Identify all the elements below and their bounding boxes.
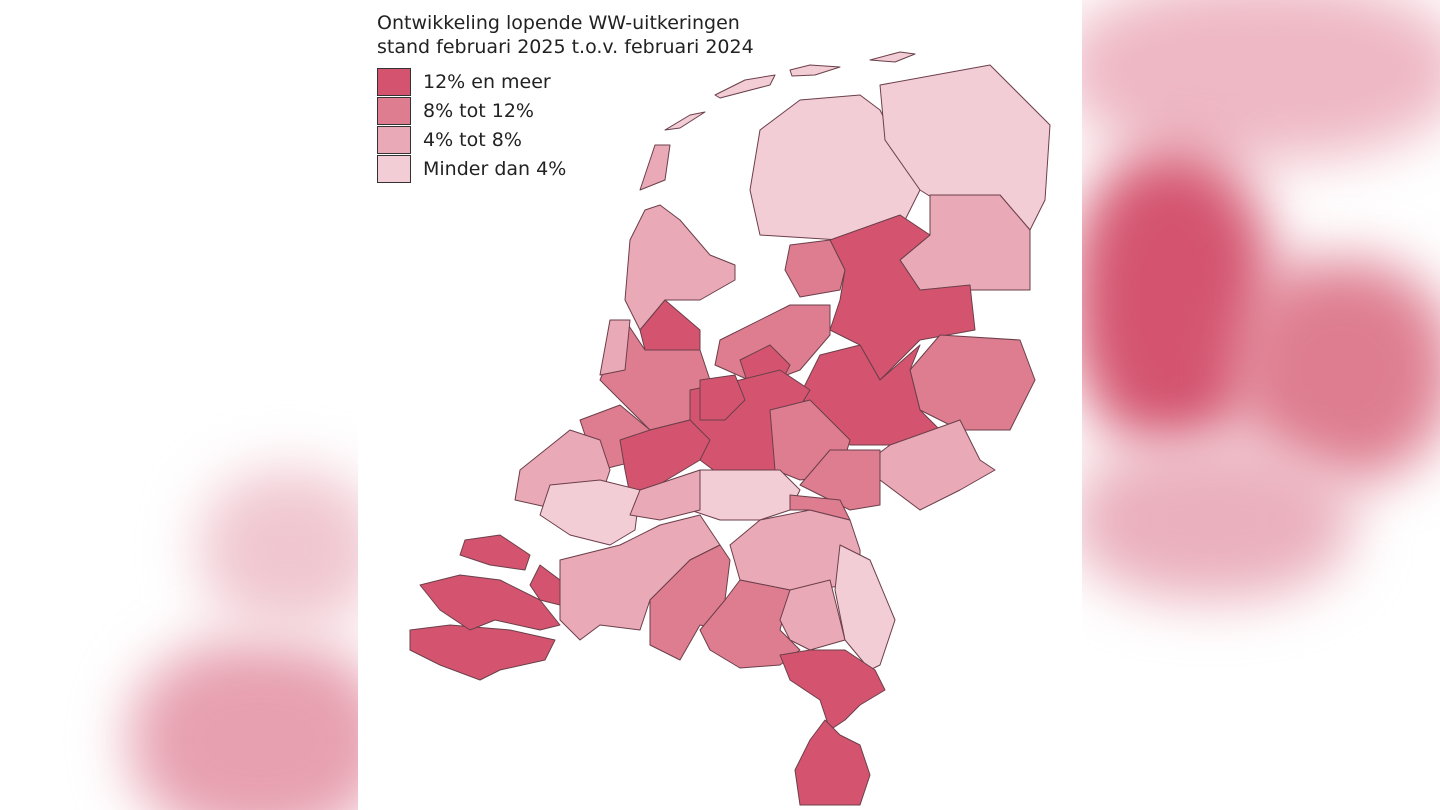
legend-item: 12% en meer [377, 68, 551, 96]
title-line: Ontwikkeling lopende WW-uitkeringen [377, 12, 740, 34]
region [834, 544, 896, 671]
map-panel: Ontwikkeling lopende WW-uitkeringen stan… [358, 0, 1082, 810]
legend-swatch [377, 97, 411, 125]
region [599, 319, 631, 376]
region [714, 74, 776, 99]
legend-label: 12% en meer [423, 71, 551, 93]
title-line: stand februari 2025 t.o.v. februari 2024 [377, 36, 754, 58]
legend-label: 8% tot 12% [423, 100, 534, 122]
region [459, 534, 531, 571]
legend-item: 4% tot 8% [377, 126, 522, 154]
region [624, 204, 736, 331]
legend-item: 8% tot 12% [377, 97, 534, 125]
legend-swatch [377, 155, 411, 183]
map [409, 51, 1051, 806]
legend-item: Minder dan 4% [377, 155, 566, 183]
legend-label: 4% tot 8% [423, 129, 522, 151]
region [539, 479, 641, 546]
region [629, 469, 701, 521]
region [909, 334, 1036, 431]
region [794, 719, 871, 806]
region [779, 649, 886, 731]
region [869, 51, 916, 63]
region [664, 111, 706, 131]
region [799, 449, 881, 511]
region [529, 564, 561, 606]
region [689, 469, 801, 521]
region [749, 94, 921, 241]
legend-swatch [377, 126, 411, 154]
region [619, 419, 711, 496]
region [789, 64, 841, 77]
legend-label: Minder dan 4% [423, 158, 567, 180]
region [784, 239, 846, 298]
region [699, 374, 746, 421]
region [639, 144, 671, 191]
region [789, 494, 851, 521]
blurred-background-right [1082, 0, 1440, 810]
blurred-background-left [0, 0, 358, 810]
region [419, 574, 561, 631]
region [409, 624, 556, 681]
region [639, 299, 701, 351]
legend-swatch [377, 68, 411, 96]
